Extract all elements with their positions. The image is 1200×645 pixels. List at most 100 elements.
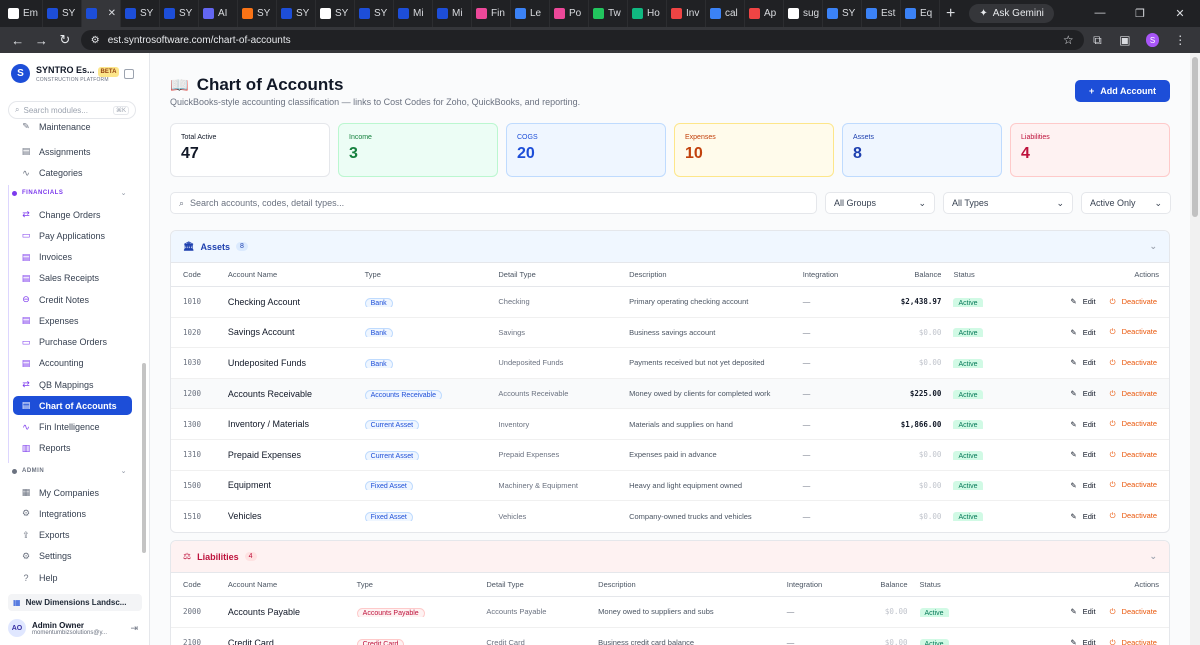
browser-tab[interactable]: AI [199, 0, 238, 27]
deactivate-button[interactable]: ⏻ Deactivate [1110, 419, 1157, 429]
browser-tab[interactable]: Eq [901, 0, 940, 27]
browser-tab[interactable]: SY [160, 0, 199, 27]
column-header-name[interactable]: Account Name [227, 270, 278, 279]
browser-tab[interactable]: Em [4, 0, 43, 27]
stat-card[interactable]: Liabilities 4 [1010, 123, 1170, 177]
deactivate-button[interactable]: ⏻ Deactivate [1110, 607, 1157, 617]
browser-tab[interactable]: SY [121, 0, 160, 27]
browser-tab[interactable]: SY [355, 0, 394, 27]
logout-icon[interactable]: ⇥ [130, 622, 138, 633]
edit-button[interactable]: ✎ Edit [1070, 607, 1095, 616]
minimize-icon[interactable]: — [1094, 7, 1106, 19]
sidebar-item-chart-of-accounts[interactable]: ▤ Chart of Accounts [13, 396, 132, 416]
edit-button[interactable]: ✎ Edit [1070, 389, 1095, 398]
account-search-input[interactable]: ⌕ Search accounts, codes, detail types..… [170, 192, 817, 214]
company-switcher[interactable]: ▦ New Dimensions Landsc... [8, 594, 142, 611]
stat-card[interactable]: Income 3 [338, 123, 498, 177]
deactivate-button[interactable]: ⏻ Deactivate [1110, 638, 1157, 645]
bookmark-star-icon[interactable]: ☆ [1062, 33, 1074, 47]
column-header-balance[interactable]: Balance [880, 580, 908, 589]
column-header-code[interactable]: Code [183, 270, 201, 279]
collapse-sidebar-icon[interactable] [124, 69, 134, 79]
browser-tab[interactable]: sug [784, 0, 823, 27]
financials-section-header[interactable]: FINANCIALS ⌄ [12, 189, 127, 197]
browser-tab[interactable]: Mi [433, 0, 472, 27]
column-header-actions[interactable]: Actions [1134, 580, 1159, 589]
sidebar-scrollbar[interactable] [142, 363, 146, 553]
table-row[interactable]: 1020 Savings Account Bank Savings Business s… [171, 318, 1169, 349]
column-header-type[interactable]: Type [356, 580, 373, 589]
sidebar-item[interactable]: ∿ Categories [13, 164, 132, 183]
sidebar-item-change-orders[interactable]: ⇄ Change Orders [13, 205, 132, 224]
back-icon[interactable]: ← [11, 32, 25, 48]
close-window-icon[interactable]: ✕ [1175, 8, 1185, 20]
sidebar-item-my-companies[interactable]: ▦ My Companies [13, 483, 132, 502]
new-tab-icon[interactable]: + [946, 4, 956, 22]
sidebar-item-pay-applications[interactable]: ▭ Pay Applications [13, 226, 132, 245]
edit-button[interactable]: ✎ Edit [1070, 358, 1095, 367]
stat-card[interactable]: COGS 20 [506, 123, 666, 177]
edit-button[interactable]: ✎ Edit [1070, 512, 1095, 521]
sidebar-item-expenses[interactable]: ▤ Expenses [13, 311, 132, 330]
edit-button[interactable]: ✎ Edit [1070, 638, 1095, 645]
deactivate-button[interactable]: ⏻ Deactivate [1110, 358, 1157, 368]
brand[interactable]: S SYNTRO Es... BETA CONSTRUCTION PLATFORM [11, 64, 120, 83]
table-row[interactable]: 1010 Checking Account Bank Checking Primary … [171, 287, 1169, 318]
table-row[interactable]: 1200 Accounts Receivable Accounts Receivab… [171, 378, 1169, 410]
browser-tab[interactable]: ✕ [82, 0, 121, 27]
browser-tab[interactable]: Ap [745, 0, 784, 27]
module-search-input[interactable]: ⌕ Search modules... ⌘K [8, 101, 136, 119]
edit-button[interactable]: ✎ Edit [1070, 328, 1095, 337]
browser-tab[interactable]: cal [706, 0, 745, 27]
edit-button[interactable]: ✎ Edit [1070, 481, 1095, 490]
sidebar-item-accounting[interactable]: ▤ Accounting [13, 354, 132, 373]
extensions-icon[interactable]: ⧉ [1093, 32, 1102, 47]
sidebar-item[interactable]: ✎ Maintenance [13, 123, 132, 132]
ask-gemini-button[interactable]: ✦ Ask Gemini [969, 4, 1054, 23]
types-select[interactable]: All Types ⌄ [943, 192, 1073, 214]
user-profile[interactable]: AO Admin Owner momentumbizsolutions@y...… [8, 619, 138, 637]
section-header-liabilities[interactable]: ⚖ Liabilities 4 ⌄ [171, 541, 1169, 573]
browser-tab[interactable]: Tw [589, 0, 628, 27]
deactivate-button[interactable]: ⏻ Deactivate [1110, 511, 1157, 521]
sidebar-item-qb-mappings[interactable]: ⇄ QB Mappings [13, 375, 132, 394]
browser-tab[interactable]: Le [511, 0, 550, 27]
deactivate-button[interactable]: ⏻ Deactivate [1110, 389, 1157, 399]
sidebar-item-credit-notes[interactable]: ⊖ Credit Notes [13, 290, 132, 309]
edit-button[interactable]: ✎ Edit [1070, 450, 1095, 459]
column-header-desc[interactable]: Description [629, 270, 667, 279]
column-header-desc[interactable]: Description [598, 580, 636, 589]
address-bar[interactable]: ⚙ est.syntrosoftware.com/chart-of-accoun… [80, 30, 1084, 50]
sidebar-item[interactable]: ▤ Assignments [13, 142, 132, 161]
table-row[interactable]: 1500 Equipment Fixed Asset Machinery & Equi… [171, 471, 1169, 502]
sidebar-item-invoices[interactable]: ▤ Invoices [13, 248, 132, 267]
table-row[interactable]: 1510 Vehicles Fixed Asset Vehicles Company-o… [171, 501, 1169, 532]
sidebar-item-exports[interactable]: ⇪ Exports [13, 526, 132, 545]
forward-icon[interactable]: → [34, 32, 48, 48]
deactivate-button[interactable]: ⏻ Deactivate [1110, 480, 1157, 490]
stat-card[interactable]: Total Active 47 [170, 123, 330, 177]
profile-avatar[interactable]: S [1145, 33, 1160, 47]
maximize-icon[interactable]: ❐ [1135, 8, 1145, 20]
column-header-actions[interactable]: Actions [1134, 270, 1159, 279]
column-header-detail[interactable]: Detail Type [498, 270, 536, 279]
browser-tab[interactable]: Inv [667, 0, 706, 27]
site-info-icon[interactable]: ⚙ [90, 34, 100, 46]
column-header-integration[interactable]: Integration [802, 270, 839, 279]
column-header-code[interactable]: Code [183, 580, 201, 589]
edit-button[interactable]: ✎ Edit [1070, 297, 1095, 306]
table-row[interactable]: 1030 Undeposited Funds Bank Undeposited Fun… [171, 348, 1169, 379]
deactivate-button[interactable]: ⏻ Deactivate [1110, 297, 1157, 307]
add-account-button[interactable]: + Add Account [1075, 80, 1170, 102]
table-row[interactable]: 1310 Prepaid Expenses Current Asset Prepaid… [171, 440, 1169, 471]
sidebar-item-help[interactable]: ? Help [13, 568, 132, 587]
column-header-name[interactable]: Account Name [227, 580, 278, 589]
browser-tab[interactable]: Est [862, 0, 901, 27]
sidebar-item-purchase-orders[interactable]: ▭ Purchase Orders [13, 333, 132, 352]
table-row[interactable]: 1300 Inventory / Materials Current Asset In… [171, 409, 1169, 440]
stat-card[interactable]: Assets 8 [842, 123, 1002, 177]
browser-tab[interactable]: Mi [394, 0, 433, 27]
browser-tab[interactable]: Fin [472, 0, 511, 27]
sidebar-item-fin-intelligence[interactable]: ∿ Fin Intelligence [13, 418, 132, 437]
browser-tab[interactable]: SY [238, 0, 277, 27]
